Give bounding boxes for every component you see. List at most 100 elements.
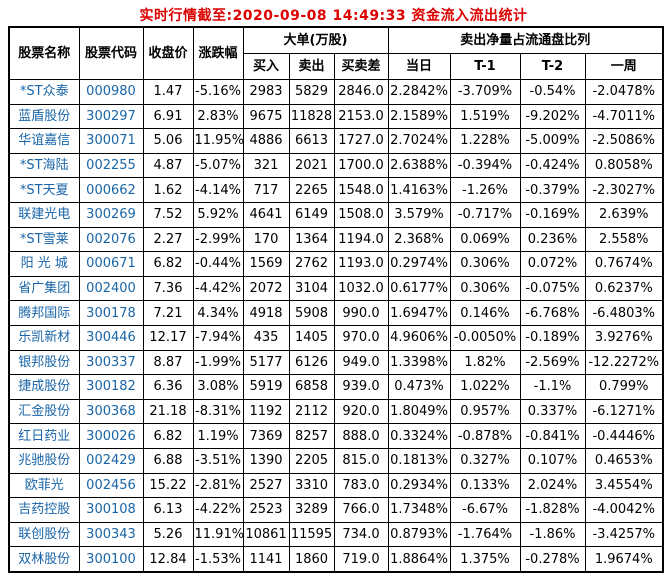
table-row[interactable]: 兆驰股份 002429 6.88 -3.51% 1390 2205 815.0 0.1813%…	[8, 447, 664, 474]
ratio-t2-cell: -1.86%	[519, 521, 586, 548]
buy-sell-diff-cell: 1194.0	[333, 226, 389, 253]
stock-name-cell[interactable]: 联建光电	[8, 201, 80, 228]
stock-code-cell[interactable]: 000980	[78, 79, 144, 105]
stock-code-cell[interactable]: 300108	[78, 497, 144, 523]
stock-name-cell[interactable]: *ST雪莱	[8, 226, 80, 253]
sell-cell: 2762	[288, 251, 335, 277]
buy-cell: 9675	[242, 103, 290, 130]
ratio-t2-cell: 0.337%	[519, 398, 586, 425]
table-row[interactable]: 联建光电 300269 7.52 5.92% 4641 6149 1508.0 3.579% -…	[8, 201, 664, 228]
change-pct-cell: -5.07%	[192, 152, 244, 179]
col-header-ratio-week: 一周	[584, 53, 664, 80]
table-row[interactable]: 汇金股份 300368 21.18 -8.31% 1192 2112 920.0 1.8049…	[8, 398, 664, 425]
ratio-day-cell: 2.1589%	[387, 103, 451, 130]
table-row[interactable]: *ST天夏 000662 1.62 -4.14% 717 2265 1548.0 1.4163…	[8, 177, 664, 203]
table-row[interactable]: 蓝盾股份 300297 6.91 2.83% 9675 11828 2153.0 2.1589…	[8, 103, 664, 130]
buy-cell: 7369	[242, 423, 290, 449]
stock-code-cell[interactable]: 002255	[78, 152, 144, 179]
table-row[interactable]: *ST众泰 000980 1.47 -5.16% 2983 5829 2846.0 2.284…	[8, 79, 664, 105]
change-pct-cell: -3.51%	[192, 447, 244, 474]
table-row[interactable]: 红日药业 300026 6.82 1.19% 7369 8257 888.0 0.3324% -…	[8, 423, 664, 449]
col-header-change-pct: 涨跌幅	[192, 26, 244, 80]
col-header-ratio-day: 当日	[387, 53, 451, 80]
stock-code-cell[interactable]: 002429	[78, 447, 144, 474]
stock-code-cell[interactable]: 002456	[78, 472, 144, 499]
table-row[interactable]: 捷成股份 300182 6.36 3.08% 5919 6858 939.0 0.473% 1.…	[8, 374, 664, 400]
stock-code-cell[interactable]: 300337	[78, 349, 144, 376]
table-row[interactable]: *ST海陆 002255 4.87 -5.07% 321 2021 1700.0 2.6388…	[8, 152, 664, 179]
table-row[interactable]: 双林股份 300100 12.84 -1.53% 1141 1860 719.0 1.8864…	[8, 546, 664, 573]
stock-name-cell[interactable]: 联创股份	[8, 521, 80, 548]
table-row[interactable]: 省广集团 002400 7.36 -4.42% 2072 3104 1032.0 0.6177…	[8, 275, 664, 302]
ratio-t2-cell: -0.841%	[519, 423, 586, 449]
table-row[interactable]: *ST雪莱 002076 2.27 -2.99% 170 1364 1194.0 2.368%…	[8, 226, 664, 253]
ratio-day-cell: 1.7348%	[387, 497, 451, 523]
buy-cell: 5177	[242, 349, 290, 376]
ratio-t1-cell: 1.022%	[449, 374, 521, 400]
stock-code-cell[interactable]: 300368	[78, 398, 144, 425]
stock-code-cell[interactable]: 300100	[78, 546, 144, 573]
table-row[interactable]: 阳 光 城 000671 6.82 -0.44% 1569 2762 1193.0 0.297…	[8, 251, 664, 277]
stock-code-cell[interactable]: 002400	[78, 275, 144, 302]
table-row[interactable]: 银邦股份 300337 8.87 -1.99% 5177 6126 949.0 1.3398%…	[8, 349, 664, 376]
ratio-t2-cell: 0.107%	[519, 447, 586, 474]
stock-code-cell[interactable]: 300026	[78, 423, 144, 449]
stock-code-cell[interactable]: 000662	[78, 177, 144, 203]
buy-sell-diff-cell: 766.0	[333, 497, 389, 523]
stock-name-cell[interactable]: 省广集团	[8, 275, 80, 302]
ratio-t2-cell: -5.009%	[519, 128, 586, 154]
ratio-t1-cell: 1.375%	[449, 546, 521, 573]
stock-name-cell[interactable]: 阳 光 城	[8, 251, 80, 277]
stock-name-cell[interactable]: 吉药控股	[8, 497, 80, 523]
stock-name-cell[interactable]: 腾邦国际	[8, 300, 80, 326]
ratio-t2-cell: -0.379%	[519, 177, 586, 203]
table-row[interactable]: 联创股份 300343 5.26 11.91% 10861 11595 734.0 0.879…	[8, 521, 664, 548]
table-row[interactable]: 欧菲光 002456 15.22 -2.81% 2527 3310 783.0 0.2934%…	[8, 472, 664, 499]
stock-code-cell[interactable]: 300343	[78, 521, 144, 548]
stock-code-cell[interactable]: 300446	[78, 324, 144, 351]
stock-name-cell[interactable]: *ST海陆	[8, 152, 80, 179]
stock-code-cell[interactable]: 300269	[78, 201, 144, 228]
stock-name-cell[interactable]: 双林股份	[8, 546, 80, 573]
table-row[interactable]: 吉药控股 300108 6.13 -4.22% 2523 3289 766.0 1.7348%…	[8, 497, 664, 523]
sell-cell: 6149	[288, 201, 335, 228]
stock-name-cell[interactable]: 捷成股份	[8, 374, 80, 400]
ratio-t1-cell: -6.67%	[449, 497, 521, 523]
stock-name-cell[interactable]: *ST众泰	[8, 79, 80, 105]
col-header-buy: 买入	[242, 53, 290, 80]
stock-code-cell[interactable]: 300182	[78, 374, 144, 400]
table-row[interactable]: 腾邦国际 300178 7.21 4.34% 4918 5908 990.0 1.6947% 0…	[8, 300, 664, 326]
stock-name-cell[interactable]: 汇金股份	[8, 398, 80, 425]
ratio-day-cell: 2.368%	[387, 226, 451, 253]
stock-name-cell[interactable]: 蓝盾股份	[8, 103, 80, 130]
buy-sell-diff-cell: 990.0	[333, 300, 389, 326]
stock-name-cell[interactable]: 华谊嘉信	[8, 128, 80, 154]
buy-cell: 2523	[242, 497, 290, 523]
sell-cell: 6126	[288, 349, 335, 376]
stock-name-cell[interactable]: *ST天夏	[8, 177, 80, 203]
change-pct-cell: -1.53%	[192, 546, 244, 573]
ratio-t2-cell: -0.075%	[519, 275, 586, 302]
stock-code-cell[interactable]: 000671	[78, 251, 144, 277]
ratio-t1-cell: -0.878%	[449, 423, 521, 449]
buy-cell: 1141	[242, 546, 290, 573]
stock-code-cell[interactable]: 300071	[78, 128, 144, 154]
stock-name-cell[interactable]: 兆驰股份	[8, 447, 80, 474]
stock-code-cell[interactable]: 300178	[78, 300, 144, 326]
stock-code-cell[interactable]: 002076	[78, 226, 144, 253]
buy-cell: 435	[242, 324, 290, 351]
buy-cell: 1569	[242, 251, 290, 277]
stock-name-cell[interactable]: 乐凯新材	[8, 324, 80, 351]
ratio-day-cell: 2.7024%	[387, 128, 451, 154]
ratio-week-cell: 0.799%	[584, 374, 664, 400]
stock-name-cell[interactable]: 欧菲光	[8, 472, 80, 499]
table-row[interactable]: 华谊嘉信 300071 5.06 11.95% 4886 6613 1727.0 2.7024…	[8, 128, 664, 154]
ratio-day-cell: 0.8793%	[387, 521, 451, 548]
stock-code-cell[interactable]: 300297	[78, 103, 144, 130]
change-pct-cell: -4.14%	[192, 177, 244, 203]
table-row[interactable]: 乐凯新材 300446 12.17 -7.94% 435 1405 970.0 4.9606%…	[8, 324, 664, 351]
ratio-day-cell: 3.579%	[387, 201, 451, 228]
ratio-t1-cell: 0.306%	[449, 251, 521, 277]
stock-name-cell[interactable]: 红日药业	[8, 423, 80, 449]
stock-name-cell[interactable]: 银邦股份	[8, 349, 80, 376]
